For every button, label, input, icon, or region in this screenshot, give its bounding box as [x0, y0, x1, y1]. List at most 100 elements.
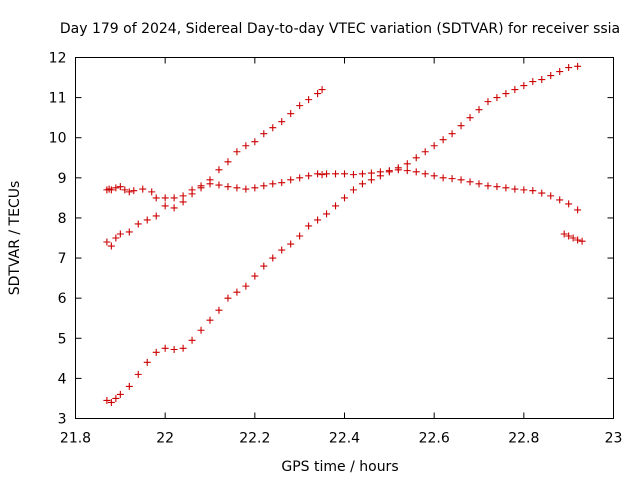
data-point [269, 254, 277, 262]
data-point [332, 170, 340, 178]
data-point [260, 182, 268, 190]
data-point [385, 168, 393, 176]
data-point [161, 344, 169, 352]
data-point [116, 183, 124, 191]
data-point [233, 184, 241, 192]
data-point [152, 348, 160, 356]
data-point [394, 164, 402, 172]
data-point [560, 230, 568, 238]
data-point [318, 86, 326, 94]
y-tick-label: 6 [58, 291, 67, 307]
data-point [179, 198, 187, 206]
data-point [511, 185, 519, 193]
x-tick-label: 22.6 [419, 431, 450, 447]
data-point [161, 194, 169, 202]
data-point [318, 171, 326, 179]
x-tick-label: 22.2 [239, 431, 270, 447]
plot-frame [75, 57, 614, 419]
data-point [224, 294, 232, 302]
y-tick-label: 12 [49, 51, 67, 67]
data-point [224, 183, 232, 191]
data-point [520, 82, 528, 90]
data-point [287, 240, 295, 248]
data-point [323, 210, 331, 218]
data-point [520, 186, 528, 194]
data-point [278, 179, 286, 187]
x-axis-label: GPS time / hours [281, 459, 398, 475]
data-point [538, 76, 546, 84]
data-point [233, 288, 241, 296]
data-point [152, 194, 160, 202]
x-tick-label: 22.4 [329, 431, 360, 447]
data-point [170, 346, 178, 354]
data-point [215, 181, 223, 189]
data-point [421, 170, 429, 178]
y-tick-label: 11 [49, 91, 67, 107]
data-point [188, 190, 196, 198]
data-point [215, 306, 223, 314]
y-tick-label: 4 [58, 371, 67, 387]
series-track-d [103, 62, 582, 406]
data-point [403, 167, 411, 175]
y-tick-label: 10 [49, 131, 67, 147]
data-point [358, 180, 366, 188]
data-point [260, 262, 268, 270]
data-point [152, 212, 160, 220]
data-point [332, 202, 340, 210]
series-track-e [560, 230, 586, 245]
data-point [547, 192, 555, 200]
data-point [206, 176, 214, 184]
data-point [161, 202, 169, 210]
data-point [466, 114, 474, 122]
data-point [529, 78, 537, 86]
data-point [439, 174, 447, 182]
data-point [296, 232, 304, 240]
data-point [314, 90, 322, 98]
data-point [403, 160, 411, 168]
data-point [574, 206, 582, 214]
y-tick-label: 9 [58, 171, 67, 187]
data-point [260, 130, 268, 138]
data-point [323, 170, 331, 178]
data-point [578, 237, 586, 245]
data-point [233, 148, 241, 156]
data-point [367, 169, 375, 177]
x-tick-label: 22 [156, 431, 174, 447]
y-tick-label: 8 [58, 211, 67, 227]
data-point [188, 336, 196, 344]
data-point [112, 234, 120, 242]
data-point [170, 204, 178, 212]
data-point [493, 183, 501, 191]
data-point [421, 148, 429, 156]
data-point [170, 194, 178, 202]
data-point [134, 370, 142, 378]
data-point [367, 176, 375, 184]
data-point [448, 175, 456, 183]
data-point [112, 184, 120, 192]
data-point [314, 170, 322, 178]
data-point [475, 180, 483, 188]
data-point [143, 216, 151, 224]
data-point [107, 186, 115, 194]
data-point [341, 170, 348, 178]
data-point [538, 189, 546, 197]
y-tick-label: 3 [58, 412, 67, 428]
data-point [565, 232, 573, 240]
data-point [349, 186, 357, 194]
y-tick-label: 7 [58, 251, 67, 267]
data-point [314, 216, 322, 224]
data-point [278, 246, 286, 254]
data-point [224, 158, 232, 166]
data-point [466, 178, 474, 186]
data-point [148, 188, 156, 196]
data-point [179, 344, 187, 352]
data-point [376, 172, 384, 180]
data-point [269, 124, 277, 132]
data-point [121, 186, 129, 194]
data-point [116, 230, 124, 238]
data-point [116, 390, 124, 398]
data-point [242, 142, 250, 150]
data-point [139, 185, 147, 193]
data-point [484, 182, 492, 190]
data-point [197, 326, 205, 334]
